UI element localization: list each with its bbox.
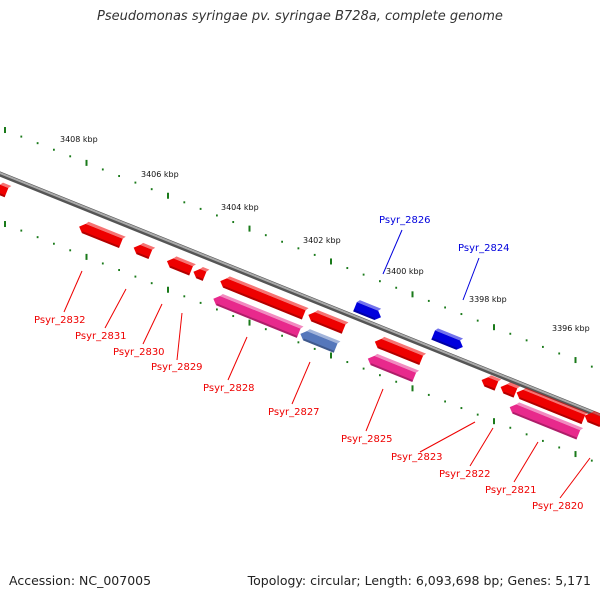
reverse-gene-feature <box>166 256 196 276</box>
ruler-label: 3402 kbp <box>303 236 341 245</box>
accession-text: Accession: NC_007005 <box>9 573 152 588</box>
ruler-label: 3404 kbp <box>221 203 259 212</box>
reverse-gene-feature <box>308 310 349 334</box>
cds-feature <box>213 293 304 338</box>
leader-line <box>419 421 476 453</box>
gene-features <box>0 182 600 440</box>
gene-label-reverse[interactable]: Psyr_2820 <box>532 501 584 512</box>
map-title: Pseudomonas syringae pv. syringae B728a,… <box>97 9 503 24</box>
gene-label-forward[interactable]: Psyr_2824 <box>458 243 510 254</box>
leader-line <box>365 388 384 432</box>
gene-label-reverse[interactable]: Psyr_2831 <box>75 331 127 342</box>
forward-gene-feature <box>353 300 382 321</box>
gene-label-reverse[interactable]: Psyr_2828 <box>203 383 255 394</box>
leader-line <box>291 361 311 405</box>
leader-line <box>142 303 163 345</box>
topology-text: Topology: circular; Length: 6,093,698 bp… <box>247 573 591 588</box>
gene-label-reverse[interactable]: Psyr_2822 <box>439 469 491 480</box>
rna-feature <box>300 329 341 353</box>
gene-label-forward[interactable]: Psyr_2826 <box>379 215 431 226</box>
leader-line <box>513 441 539 483</box>
forward-gene-feature <box>431 328 464 350</box>
gene-label-reverse[interactable]: Psyr_2821 <box>485 485 537 496</box>
gene-label-reverse[interactable]: Psyr_2832 <box>34 315 86 326</box>
leader-line <box>382 229 403 275</box>
leader-line <box>176 312 183 361</box>
ruler-label: 3398 kbp <box>469 295 507 304</box>
leader-line <box>104 288 127 329</box>
gene-labels: Psyr_2826 Psyr_2824 Psyr_2832 Psyr_2831 Psyr… <box>34 215 591 512</box>
cds-feature <box>509 402 584 440</box>
reverse-gene-feature <box>516 387 589 425</box>
gene-label-reverse[interactable]: Psyr_2825 <box>341 434 393 445</box>
reverse-gene-feature <box>374 336 427 365</box>
ruler-label: 3396 kbp <box>552 324 590 333</box>
leader-line <box>63 270 83 313</box>
leader-line <box>462 257 480 301</box>
reverse-gene-feature <box>220 276 309 320</box>
gene-label-reverse[interactable]: Psyr_2827 <box>268 407 320 418</box>
leader-line <box>227 336 248 381</box>
reverse-gene-feature <box>193 266 210 281</box>
reverse-gene-feature <box>500 382 521 398</box>
leader-line <box>469 427 494 467</box>
gene-label-reverse[interactable]: Psyr_2829 <box>151 362 203 373</box>
ruler-label: 3400 kbp <box>386 267 424 276</box>
reverse-gene-feature <box>0 182 12 198</box>
genome-backbone <box>0 171 600 419</box>
reverse-gene-feature <box>133 242 156 260</box>
reverse-gene-feature <box>481 375 502 391</box>
backbone-highlight <box>0 171 600 417</box>
ruler-label: 3406 kbp <box>141 170 179 179</box>
tick-marks: 3408 kbp 3406 kbp 3404 kbp 3402 kbp 3400 kbp… <box>4 127 593 462</box>
cds-feature <box>367 353 420 382</box>
gene-label-reverse[interactable]: Psyr_2830 <box>113 347 165 358</box>
reverse-gene-feature <box>79 221 126 249</box>
leader-line <box>559 457 591 499</box>
gene-label-reverse[interactable]: Psyr_2823 <box>391 452 443 463</box>
ruler-label: 3408 kbp <box>60 135 98 144</box>
reverse-gene-feature <box>584 410 600 428</box>
